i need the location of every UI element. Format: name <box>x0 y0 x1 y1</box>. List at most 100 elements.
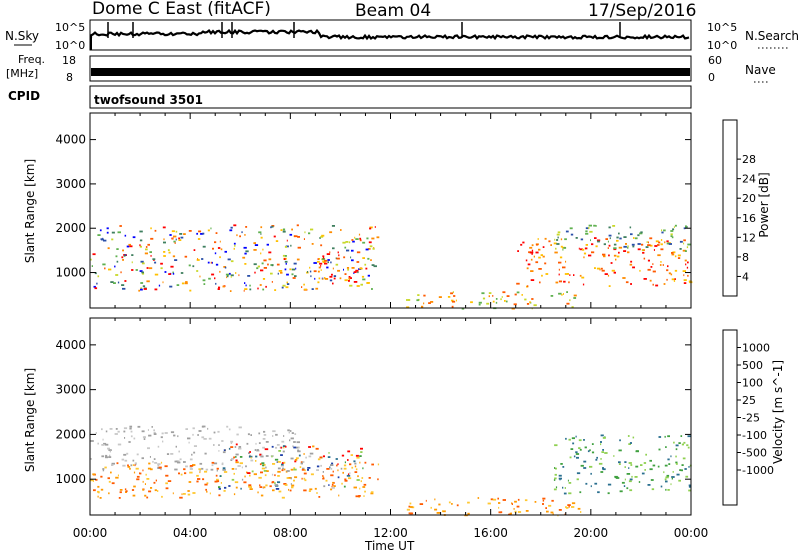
echo-cell <box>146 280 150 283</box>
echo-cell <box>202 425 206 428</box>
echo-cell <box>165 487 169 490</box>
echo-cell <box>326 468 330 470</box>
echo-cell <box>344 273 347 275</box>
echo-cell <box>598 462 603 465</box>
echo-cell <box>283 435 285 437</box>
echo-cell <box>243 246 247 249</box>
echo-cell <box>249 451 251 453</box>
echo-cell <box>199 462 203 465</box>
echo-cell <box>198 230 202 233</box>
echo-cell <box>215 232 218 234</box>
echo-cell <box>324 277 326 279</box>
echo-cell <box>361 275 365 278</box>
echo-cell <box>675 444 679 447</box>
echo-cell <box>558 261 562 264</box>
echo-cell <box>608 226 611 229</box>
echo-cell <box>277 272 279 275</box>
echo-cell <box>679 469 682 471</box>
echo-cell <box>270 226 272 229</box>
echo-cell <box>215 474 218 477</box>
colorbar-tick-label: 1000 <box>742 342 770 355</box>
echo-cell <box>250 434 252 436</box>
echo-cell <box>365 267 368 270</box>
echo-cell <box>661 231 664 234</box>
echo-cell <box>130 430 133 433</box>
echo-cell <box>647 244 651 246</box>
echo-cell <box>161 432 164 435</box>
echo-cell <box>286 239 288 242</box>
echo-cell <box>132 494 136 497</box>
echo-cell <box>558 273 560 276</box>
echo-cell <box>322 257 325 259</box>
echo-cell <box>536 243 538 246</box>
echo-cell <box>280 446 282 449</box>
echo-cell <box>105 454 108 457</box>
echo-cell <box>477 497 480 499</box>
echo-cell <box>594 482 598 485</box>
echo-cell <box>218 488 221 490</box>
echo-cell <box>294 476 298 479</box>
echo-cell <box>615 258 617 261</box>
echo-cell <box>639 232 643 235</box>
echo-cell <box>642 249 645 251</box>
echo-cell <box>129 425 133 428</box>
echo-cell <box>293 479 295 482</box>
echo-cell <box>650 479 654 481</box>
echo-cell <box>259 486 263 488</box>
echo-cell <box>243 481 247 484</box>
echo-cell <box>635 450 639 453</box>
echo-cell <box>243 289 245 292</box>
echo-cell <box>124 488 127 491</box>
echo-cell <box>363 495 365 497</box>
echo-cell <box>216 467 219 470</box>
echo-cell <box>539 281 541 284</box>
echo-cell <box>583 252 587 255</box>
echo-cell <box>359 237 362 240</box>
echo-cell <box>490 498 494 501</box>
echo-cell <box>253 242 256 244</box>
echo-cell <box>589 465 593 468</box>
echo-cell <box>511 307 515 310</box>
echo-cell <box>283 446 285 449</box>
echo-cell <box>528 251 532 254</box>
echo-cell <box>651 488 655 491</box>
echo-cell <box>104 267 106 270</box>
echo-cell <box>595 458 598 461</box>
echo-cell <box>565 507 569 509</box>
echo-cell <box>481 292 485 295</box>
echo-cell <box>114 433 118 435</box>
echo-cell <box>533 304 537 307</box>
echo-cell <box>554 238 556 241</box>
echo-cell <box>623 236 627 238</box>
echo-cell <box>331 485 333 488</box>
echo-cell <box>308 455 312 458</box>
echo-cell <box>235 461 239 464</box>
echo-cell <box>131 489 135 491</box>
echo-cell <box>144 483 146 485</box>
echo-cell <box>553 242 557 245</box>
echo-cell <box>271 281 273 283</box>
echo-cell <box>363 483 367 486</box>
echo-cell <box>157 445 160 448</box>
echo-cell <box>529 246 533 249</box>
echo-cell <box>344 478 347 481</box>
echo-cell <box>262 438 266 440</box>
echo-cell <box>257 287 259 290</box>
echo-cell <box>295 457 299 460</box>
echo-cell <box>277 475 280 477</box>
echo-cell <box>688 484 692 487</box>
echo-cell <box>160 267 163 270</box>
echo-cell <box>670 233 673 236</box>
echo-cell <box>309 270 312 273</box>
echo-cell <box>537 238 539 240</box>
echo-cell <box>610 262 613 264</box>
echo-cell <box>573 297 577 299</box>
echo-cell <box>340 467 343 470</box>
echo-cell <box>370 492 374 495</box>
echo-cell <box>349 277 352 279</box>
colorbar-tick-label: -1000 <box>742 464 774 477</box>
y-tick-label: 2000 <box>55 427 86 441</box>
echo-cell <box>302 461 305 463</box>
echo-cell <box>588 254 592 257</box>
echo-cell <box>275 446 278 449</box>
